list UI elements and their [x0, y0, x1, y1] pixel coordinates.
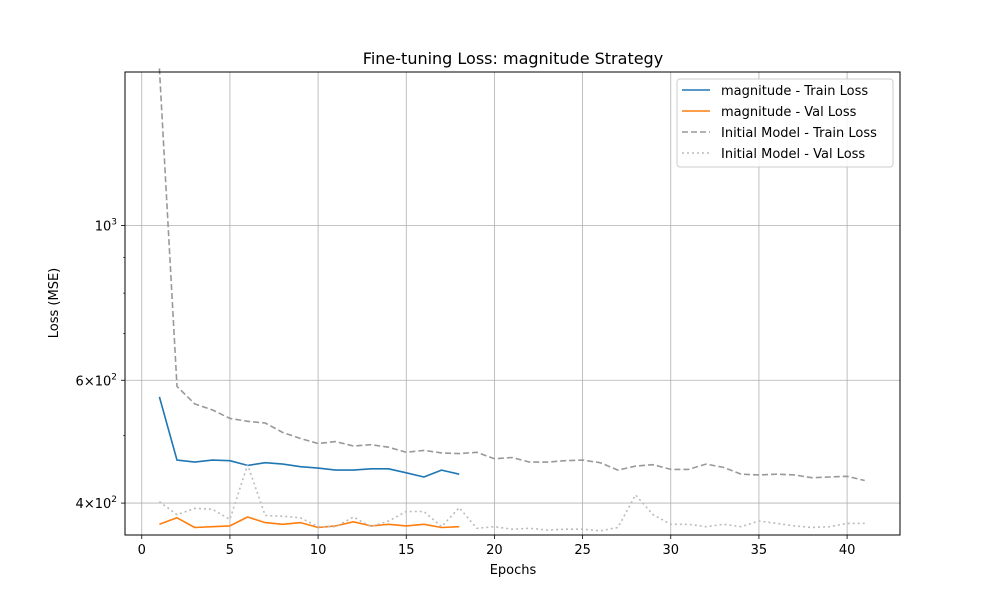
- x-axis-label: Epochs: [490, 563, 537, 578]
- x-tick-label: 35: [751, 543, 768, 558]
- axis-ticks: 0 5 10 15 20 25 30 35 40 4×102 6×102 103: [76, 218, 856, 558]
- x-tick-label: 5: [226, 543, 234, 558]
- series-line-2: [158, 68, 865, 482]
- plot-frame: [124, 71, 901, 536]
- legend-box: [676, 78, 894, 168]
- chart-title: Fine-tuning Loss: magnitude Strategy: [363, 49, 663, 68]
- y-tick-label: 6×102: [76, 372, 117, 389]
- legend-label: magnitude - Val Loss: [721, 105, 857, 120]
- x-tick-label: 15: [398, 543, 415, 558]
- x-tick-label: 25: [574, 543, 591, 558]
- x-tick-label: 40: [839, 543, 856, 558]
- series-line-3: [158, 463, 865, 532]
- series-lines: [158, 68, 865, 532]
- y-tick-label: 4×102: [76, 495, 117, 512]
- x-tick-label: 0: [138, 543, 146, 558]
- legend: magnitude - Train Loss magnitude - Val Lo…: [676, 78, 894, 168]
- y-axis-label: Loss (MSE): [47, 268, 62, 338]
- x-tick-label: 20: [486, 543, 503, 558]
- grid: [125, 72, 900, 535]
- x-tick-label: 10: [310, 543, 327, 558]
- x-tick-label: 30: [662, 543, 679, 558]
- legend-label: Initial Model - Val Loss: [721, 147, 865, 162]
- series-line-1: [159, 516, 460, 529]
- legend-label: magnitude - Train Loss: [721, 84, 868, 99]
- y-tick-label: 103: [95, 218, 117, 235]
- series-line-0: [158, 396, 460, 478]
- legend-label: Initial Model - Train Loss: [721, 126, 877, 141]
